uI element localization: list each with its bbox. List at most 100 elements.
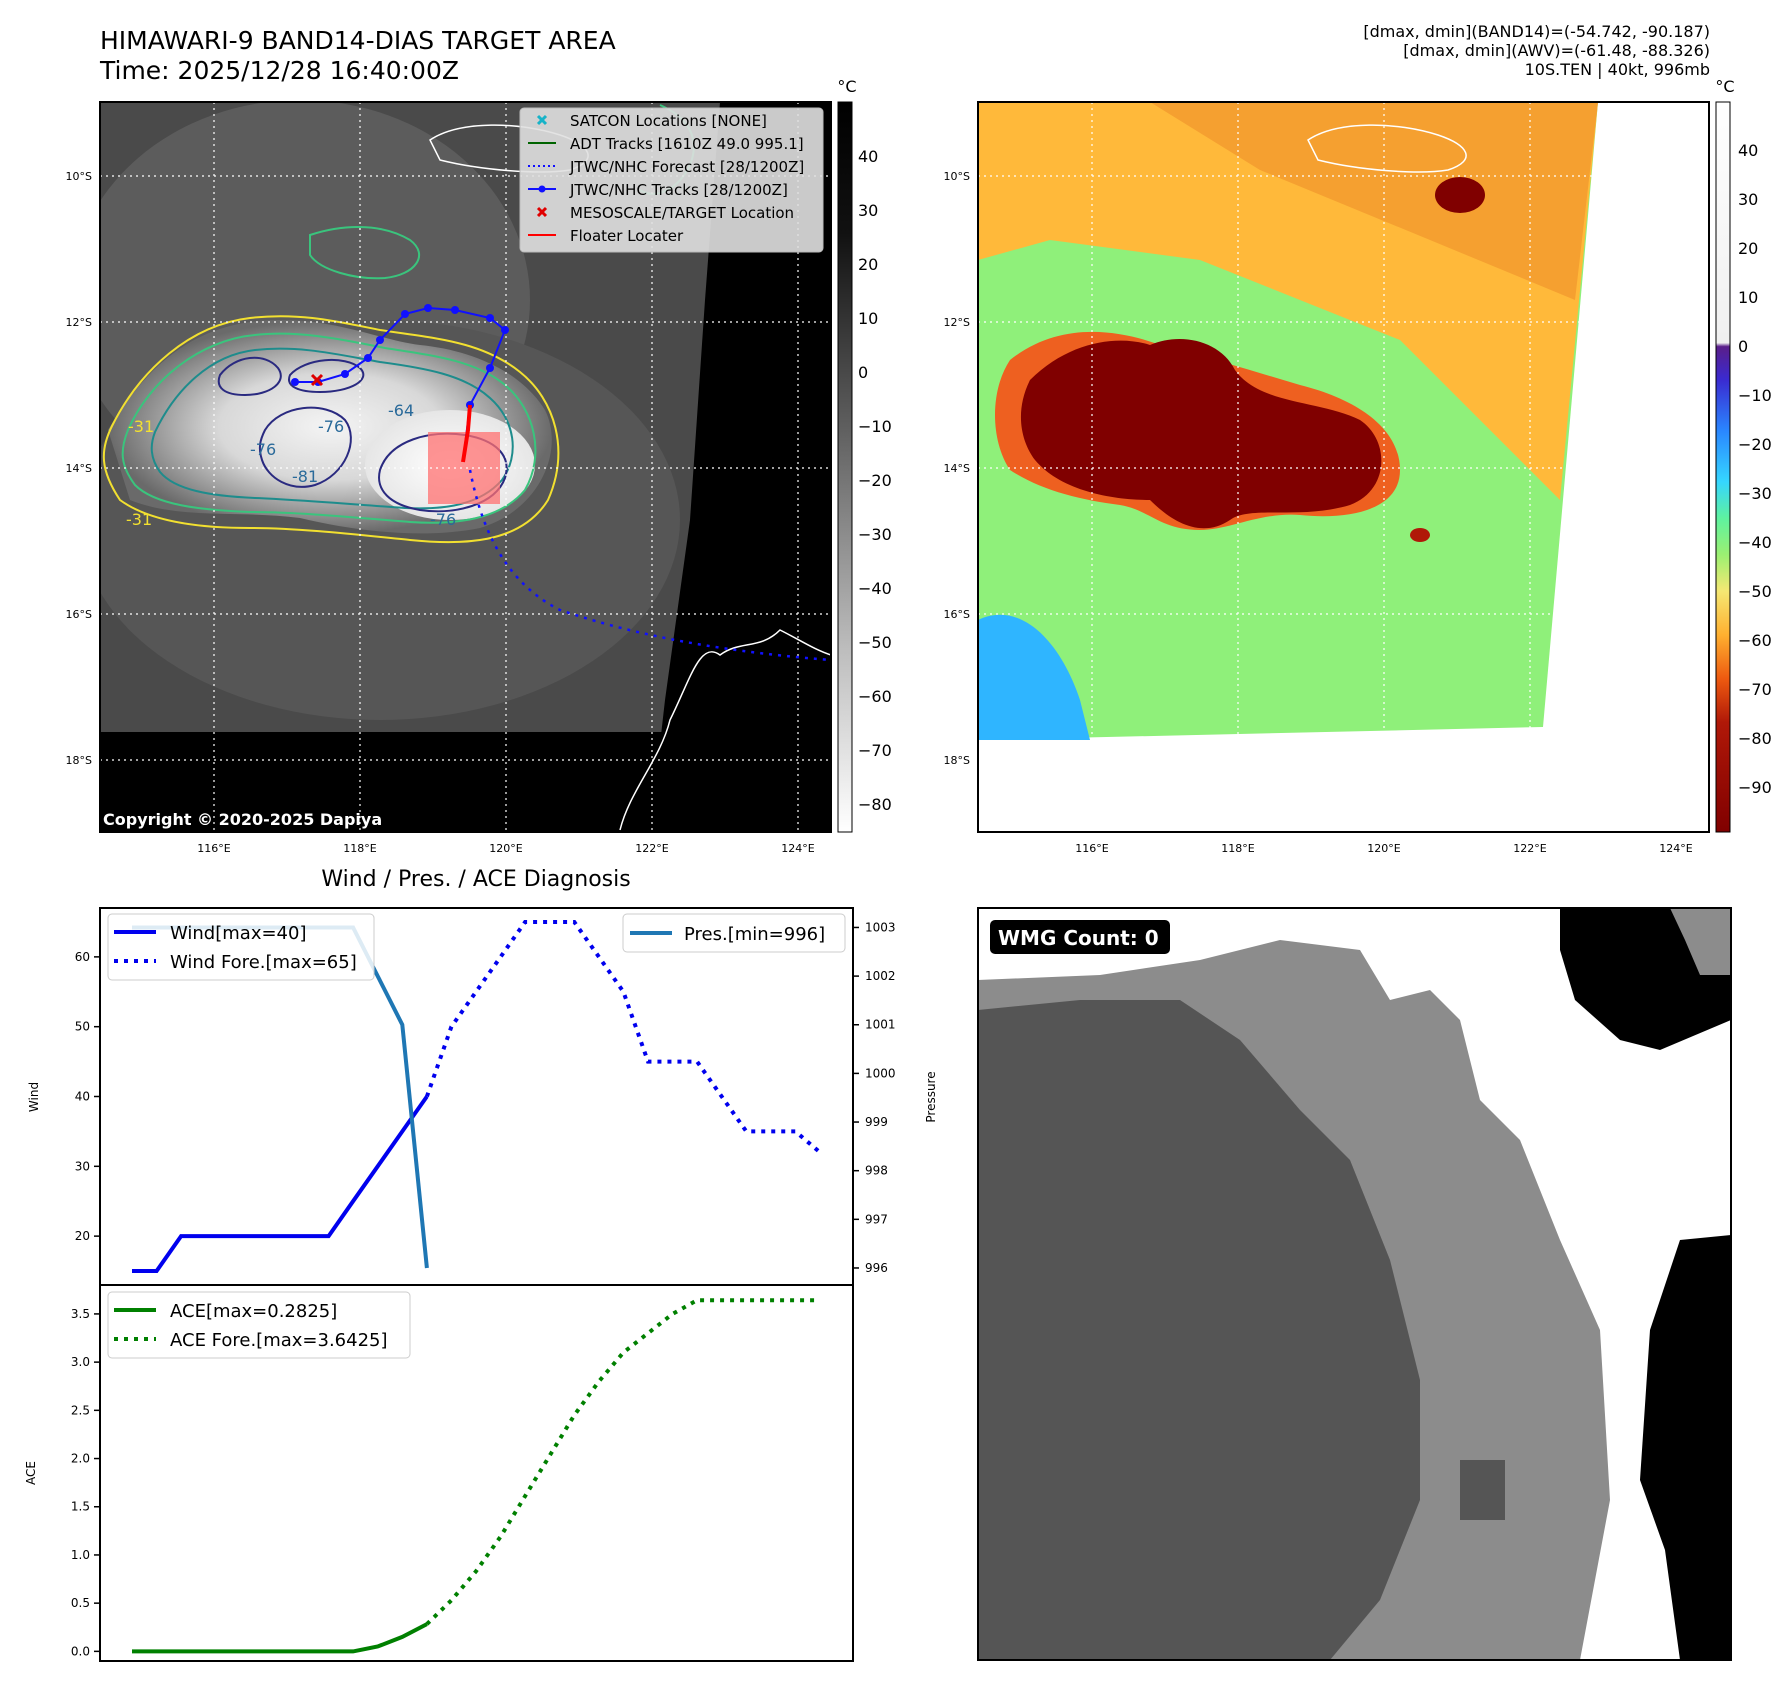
ir-lat-tick-16s: 16°S bbox=[66, 608, 92, 621]
contour-green-north bbox=[309, 226, 421, 280]
jtwc-forecast-track bbox=[468, 469, 831, 662]
wmg-region-mid-ne bbox=[1670, 908, 1731, 975]
wind-ytick-tick-label-1: 30 bbox=[75, 1159, 90, 1173]
contour-label-4: -76 bbox=[318, 417, 344, 436]
intensity-info: [dmax, dmin](BAND14)=(-54.742, -90.187) … bbox=[1363, 22, 1710, 79]
wind-forecast-series-line bbox=[425, 920, 822, 1154]
diagnosis-title: Wind / Pres. / ACE Diagnosis bbox=[321, 867, 630, 892]
map-legend: SATCON Locations [NONE] ADT Tracks [1610… bbox=[519, 107, 824, 253]
ir-lat-ticks: 10°S 12°S 14°S 16°S 18°S bbox=[66, 170, 92, 767]
coastline-australia bbox=[619, 629, 831, 831]
wmg-count-label: WMG Count: 0 bbox=[998, 926, 1159, 950]
awv-cb-tick-12: −80 bbox=[1738, 729, 1772, 748]
wind-legend: Wind[max=40] Wind Fore.[max=65] bbox=[107, 913, 375, 981]
ir-cb-tick-8: −40 bbox=[858, 579, 892, 598]
ace-legend: ACE[max=0.2825] ACE Fore.[max=3.6425] bbox=[107, 1291, 411, 1359]
pressure-ylabel: Pressure bbox=[924, 1071, 938, 1122]
ace-ytick-tick-label-4: 2.0 bbox=[71, 1452, 90, 1466]
wmg-panel: WMG Count: 0 bbox=[977, 907, 1732, 1661]
awv-cb-tick-9: −50 bbox=[1738, 582, 1772, 601]
ace-fore-legend-label: ACE Fore.[max=3.6425] bbox=[170, 1330, 388, 1351]
info-awv-range: [dmax, dmin](AWV)=(-61.48, -88.326) bbox=[1403, 41, 1710, 60]
contour-label-group-inner: -64 -76 -76 -81 -76 bbox=[250, 401, 456, 529]
ace-ytick-tick-label-2: 1.0 bbox=[71, 1548, 90, 1562]
pressure-ytick-tick-label-1: 997 bbox=[865, 1212, 888, 1226]
ir-lon-ticks: 116°E 118°E 120°E 122°E 124°E bbox=[197, 842, 814, 855]
awv-cb-tick-11: −70 bbox=[1738, 680, 1772, 699]
wmg-region-dark bbox=[978, 1000, 1420, 1660]
pressure-ytick-tick-label-2: 998 bbox=[865, 1164, 888, 1178]
awv-cb-tick-0: 40 bbox=[1738, 141, 1758, 160]
ir-lon-tick-122e: 122°E bbox=[635, 842, 668, 855]
awv-colorbar-unit: °C bbox=[1715, 77, 1734, 96]
contour-navy-west bbox=[217, 356, 282, 397]
awv-moist-sw bbox=[978, 614, 1090, 740]
awv-lon-tick-122e: 122°E bbox=[1513, 842, 1546, 855]
legend-swatch-target bbox=[536, 206, 548, 218]
ace-ytick-tick-label-5: 2.5 bbox=[71, 1403, 90, 1417]
ace-ytick-tick-label-0: 0.0 bbox=[71, 1644, 90, 1658]
awv-lat-tick-18s: 18°S bbox=[944, 754, 970, 767]
contour-label-6: -81 bbox=[292, 467, 318, 486]
wind-yticks: 20 30 40 50 60 bbox=[75, 950, 100, 1243]
ace-yticks: 0.0 0.5 1.0 1.5 2.0 2.5 3.0 3.5 bbox=[71, 1307, 100, 1658]
ir-map-frame bbox=[99, 101, 832, 833]
legend-item-satcon: SATCON Locations [NONE] bbox=[570, 112, 767, 130]
wind-ytick-tick-label-2: 40 bbox=[75, 1090, 90, 1104]
ir-lat-tick-18s: 18°S bbox=[66, 754, 92, 767]
figure-title: HIMAWARI-9 BAND14-DIAS TARGET AREA Time:… bbox=[100, 26, 616, 86]
contour-label-1: -31 bbox=[128, 417, 154, 436]
ace-legend-box bbox=[107, 1291, 411, 1359]
awv-lon-tick-120e: 120°E bbox=[1367, 842, 1400, 855]
awv-map-panel: 10°S 12°S 14°S 16°S 18°S 116°E 118°E 120… bbox=[944, 77, 1772, 855]
awv-cb-tick-5: −10 bbox=[1738, 386, 1772, 405]
info-storm-id: 10S.TEN | 40kt, 996mb bbox=[1524, 60, 1710, 79]
ace-forecast-series-line bbox=[425, 1298, 820, 1626]
contour-label-5: -76 bbox=[430, 510, 456, 529]
ir-lat-tick-12s: 12°S bbox=[66, 316, 92, 329]
awv-cb-tick-6: −20 bbox=[1738, 435, 1772, 454]
diagnosis-panel: Wind / Pres. / ACE Diagnosis 2030405060 … bbox=[24, 867, 938, 1662]
wind-ytick-tick-label-3: 50 bbox=[75, 1020, 90, 1034]
ir-cb-tick-11: −70 bbox=[858, 741, 892, 760]
wmg-dark-patch bbox=[1460, 1460, 1505, 1520]
ir-lon-tick-124e: 124°E bbox=[781, 842, 814, 855]
jtwc-track-points bbox=[291, 304, 509, 409]
legend-item-tracks: JTWC/NHC Tracks [28/1200Z] bbox=[569, 181, 788, 199]
contour-navy-core bbox=[378, 432, 508, 513]
pressure-ytick-tick-label-7: 1003 bbox=[865, 920, 896, 934]
awv-coastline-island bbox=[1307, 124, 1467, 173]
awv-lat-tick-12s: 12°S bbox=[944, 316, 970, 329]
awv-colorbar bbox=[1715, 101, 1731, 833]
pressure-legend-label: Pres.[min=996] bbox=[684, 924, 825, 945]
awv-lon-tick-118e: 118°E bbox=[1221, 842, 1254, 855]
wind-ylabel: Wind bbox=[27, 1082, 41, 1112]
floater-locater-track bbox=[461, 404, 472, 463]
ir-lat-tick-14s: 14°S bbox=[66, 462, 92, 475]
legend-swatch-tracks-dot bbox=[538, 185, 546, 193]
contour-label-7: -76 bbox=[250, 440, 276, 459]
awv-cold-spot-se bbox=[1410, 528, 1430, 542]
pressure-ytick-tick-label-5: 1001 bbox=[865, 1018, 896, 1032]
awv-lat-tick-14s: 14°S bbox=[944, 462, 970, 475]
ace-series-line bbox=[132, 1622, 428, 1654]
awv-dry-ne bbox=[1150, 102, 1598, 300]
ir-lon-tick-120e: 120°E bbox=[489, 842, 522, 855]
awv-colorbar-ticks: 40 30 20 10 0 −10 −20 −30 −40 −50 −60 −7… bbox=[1738, 141, 1772, 797]
wind-legend-label: Wind[max=40] bbox=[170, 923, 307, 944]
ir-colorbar-ticks: 40 30 20 10 0 −10 −20 −30 −40 −50 −60 −7… bbox=[858, 147, 892, 814]
legend-item-target: MESOSCALE/TARGET Location bbox=[570, 204, 794, 222]
legend-box bbox=[519, 107, 824, 253]
ir-lon-tick-116e: 116°E bbox=[197, 842, 230, 855]
ace-ylabel: ACE bbox=[24, 1461, 38, 1485]
awv-cb-tick-3: 10 bbox=[1738, 288, 1758, 307]
awv-lon-tick-116e: 116°E bbox=[1075, 842, 1108, 855]
awv-cb-tick-13: −90 bbox=[1738, 778, 1772, 797]
pressure-legend: Pres.[min=996] bbox=[622, 913, 846, 953]
pressure-ytick-tick-label-4: 1000 bbox=[865, 1066, 896, 1080]
contour-teal bbox=[150, 347, 514, 510]
pressure-ytick-tick-label-6: 1002 bbox=[865, 969, 896, 983]
copyright-text: Copyright © 2020-2025 Dapiya bbox=[103, 810, 382, 829]
pressure-ytick-tick-label-0: 996 bbox=[865, 1261, 888, 1275]
